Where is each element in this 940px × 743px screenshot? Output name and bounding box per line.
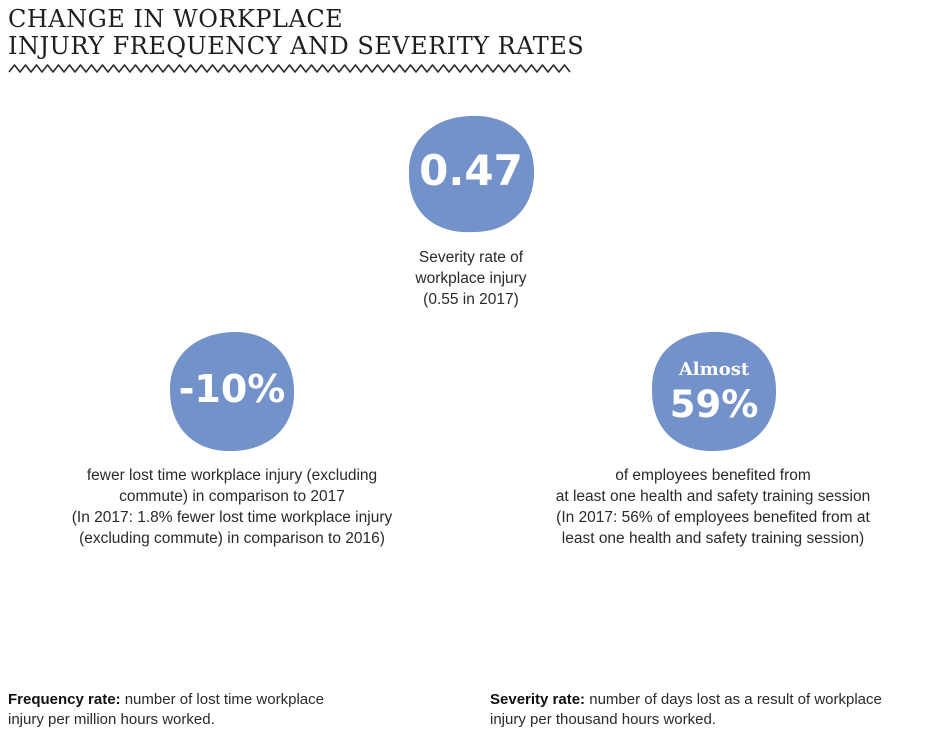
severity-desc-line: Severity rate of — [418, 249, 524, 266]
training-desc-line: of employees benefited from — [615, 467, 811, 484]
severity-footnote-text-2: injury per thousand hours worked. — [490, 711, 716, 728]
training-blob — [651, 331, 777, 452]
title-line-2: INJURY FREQUENCY AND SEVERITY RATES — [8, 32, 585, 60]
zigzag-divider — [8, 64, 571, 73]
severity-rate-value: 0.47 — [419, 146, 523, 195]
severity-footnote-term: Severity rate: — [490, 691, 586, 708]
severity-description: Severity rate of workplace injury (0.55 … — [330, 247, 612, 310]
frequency-change-value: -10% — [178, 367, 286, 411]
training-value: 59% — [669, 383, 759, 426]
severity-desc-line: (0.55 in 2017) — [423, 291, 519, 308]
frequency-desc-line: (In 2017: 1.8% fewer lost time workplace… — [71, 509, 393, 526]
frequency-blob — [169, 331, 295, 452]
training-desc-line: (In 2017: 56% of employees benefited fro… — [556, 509, 870, 526]
severity-blob — [408, 115, 535, 233]
frequency-footnote: Frequency rate: number of lost time work… — [8, 690, 428, 730]
frequency-footnote-text: number of lost time workplace — [120, 691, 324, 708]
frequency-desc-line: (excluding commute) in comparison to 201… — [79, 530, 385, 547]
frequency-description: fewer lost time workplace injury (exclud… — [30, 465, 434, 549]
severity-footnote-text: number of days lost as a result of workp… — [585, 691, 882, 708]
training-desc-line: least one health and safety training ses… — [561, 530, 865, 547]
frequency-desc-line: fewer lost time workplace injury (exclud… — [86, 467, 378, 484]
frequency-footnote-term: Frequency rate: — [8, 691, 121, 708]
frequency-desc-line: commute) in comparison to 2017 — [119, 488, 345, 505]
severity-footnote: Severity rate: number of days lost as a … — [490, 690, 935, 730]
title-line-1: CHANGE IN WORKPLACE — [8, 5, 344, 33]
training-prefix: Almost — [678, 359, 750, 380]
page-title: CHANGE IN WORKPLACE INJURY FREQUENCY AND… — [8, 6, 584, 60]
training-desc-line: at least one health and safety training … — [555, 488, 871, 505]
severity-desc-line: workplace injury — [415, 270, 527, 287]
frequency-footnote-text-2: injury per million hours worked. — [8, 711, 215, 728]
training-description: of employees benefited from at least one… — [505, 465, 921, 549]
